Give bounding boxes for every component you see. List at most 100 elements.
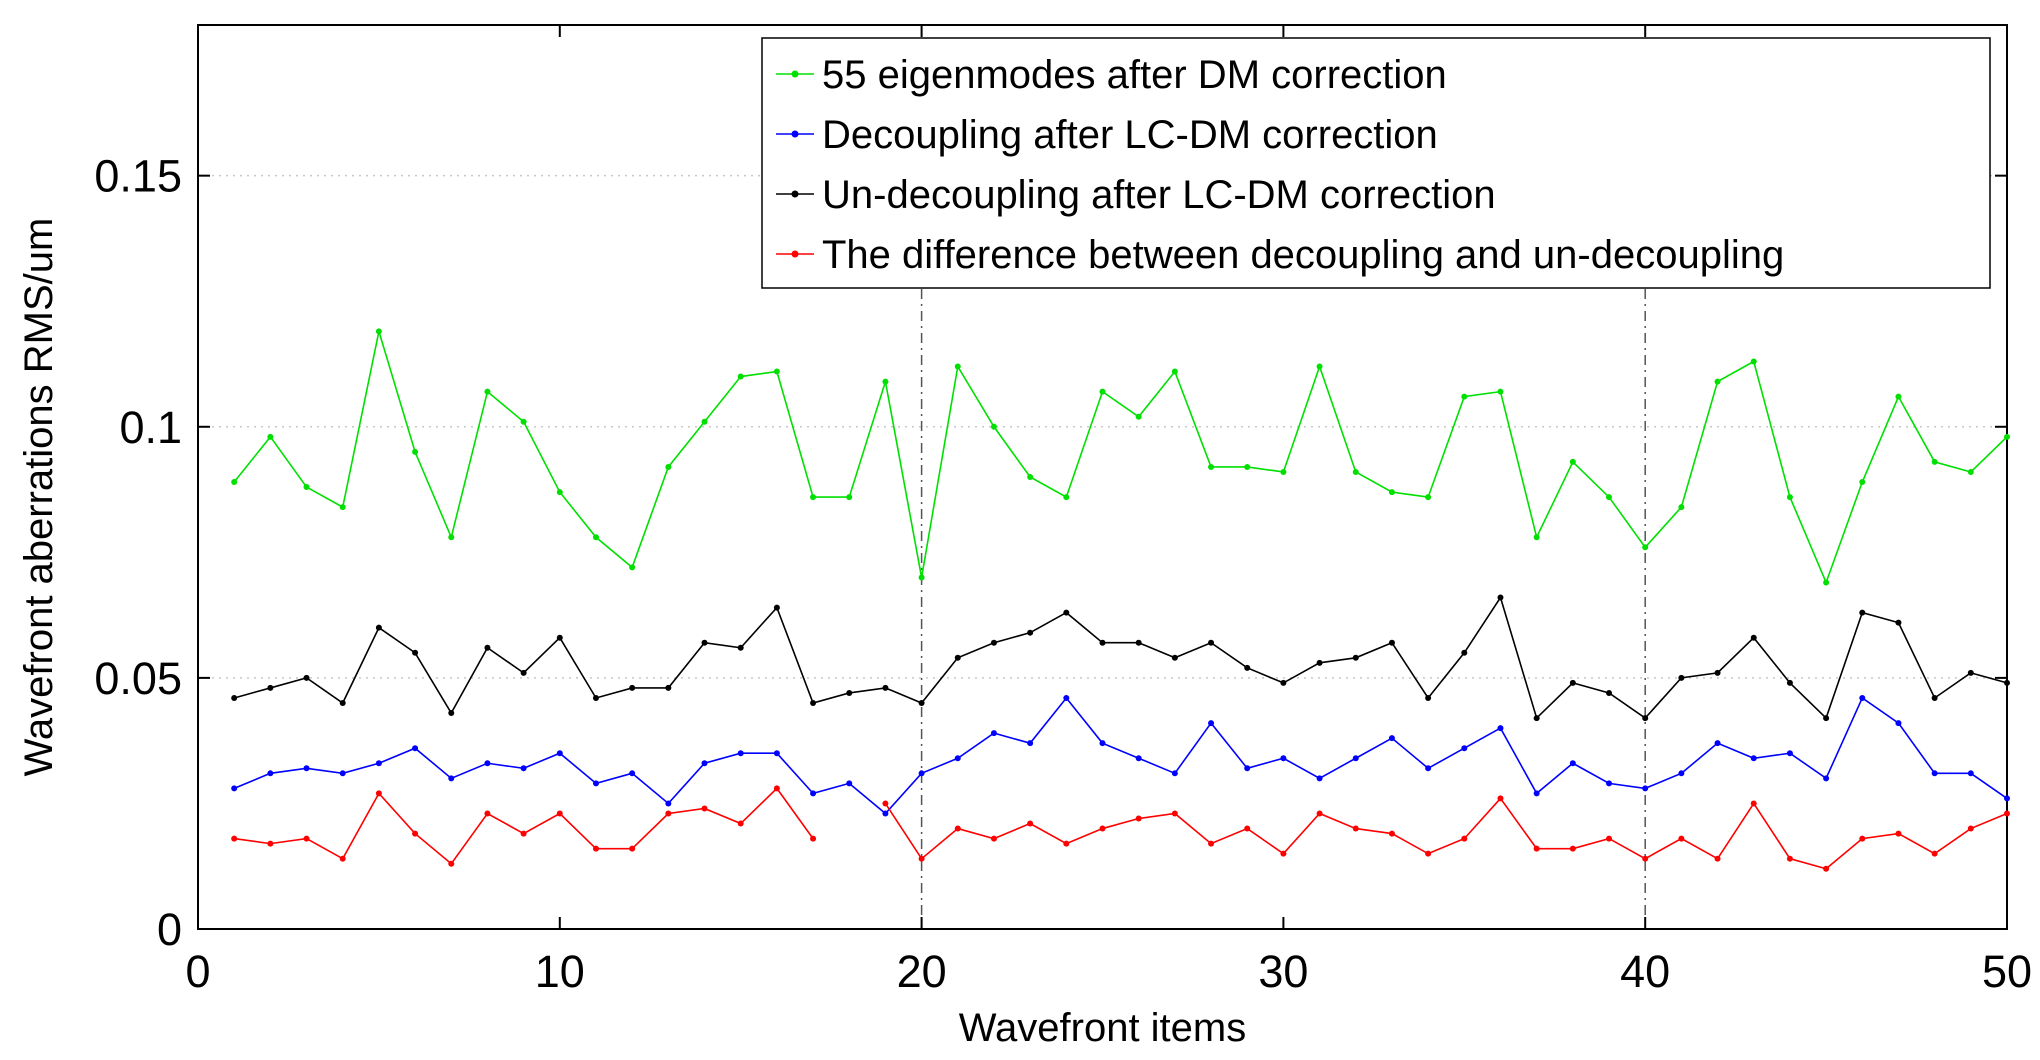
series-3-point-20 (918, 855, 925, 862)
x-tick-label-0: 0 (185, 946, 210, 997)
series-1-point-23 (1027, 740, 1034, 747)
series-1-point-35 (1461, 745, 1468, 752)
series-1-point-40 (1642, 785, 1649, 792)
series-1-point-22 (990, 730, 997, 737)
x-axis-title: Wavefront items (959, 1006, 1246, 1050)
x-tick-label-2: 20 (897, 946, 947, 997)
series-1-point-39 (1606, 780, 1613, 787)
series-0-point-15 (737, 373, 744, 380)
plot-frame (197, 24, 2008, 930)
series-3-point-40 (1642, 855, 1649, 862)
series-3-point-24 (1063, 840, 1070, 847)
legend-label-1: Decoupling after LC-DM correction (822, 113, 1438, 157)
series-3-line-0 (234, 787, 814, 865)
series-0-point-16 (773, 368, 780, 375)
series-1-point-21 (954, 755, 961, 762)
series-0-point-49 (1967, 468, 1974, 475)
series-3-point-48 (1931, 850, 1938, 857)
series-0-point-3 (303, 484, 310, 491)
x-tick-label-5: 50 (1982, 946, 2032, 997)
series-0-point-10 (556, 489, 563, 496)
series-3-point-15 (737, 820, 744, 827)
x-tick-label-1: 10 (535, 946, 585, 997)
series-2-point-5 (375, 624, 382, 631)
series-2-point-6 (412, 649, 419, 656)
series-3-point-44 (1786, 855, 1793, 862)
legend-swatch-marker-1 (791, 130, 799, 138)
series-1-point-30 (1280, 755, 1287, 762)
series-0-point-14 (701, 418, 708, 425)
series-2-point-28 (1208, 639, 1215, 646)
series-2-point-14 (701, 639, 708, 646)
x-tick-label-4: 40 (1620, 946, 1670, 997)
series-2-point-19 (882, 684, 889, 691)
series-2-point-39 (1606, 689, 1613, 696)
series-1-line-0 (233, 696, 2008, 815)
series-1-point-18 (846, 780, 853, 787)
series-1-point-20 (918, 770, 925, 777)
y-tick-label-1: 0.05 (94, 653, 182, 704)
series-3-point-12 (629, 845, 636, 852)
series-3-point-27 (1171, 810, 1178, 817)
series-2-point-45 (1823, 715, 1830, 722)
series-0-point-35 (1461, 393, 1468, 400)
series-3-point-38 (1569, 845, 1576, 852)
series-3-point-21 (954, 825, 961, 832)
series-1-point-32 (1352, 755, 1359, 762)
series-3 (231, 785, 2010, 872)
series-2-point-49 (1967, 669, 1974, 676)
series-0-point-47 (1895, 393, 1902, 400)
series-0-point-42 (1714, 378, 1721, 385)
series-1-point-19 (882, 810, 889, 817)
series-2-point-18 (846, 689, 853, 696)
y-tick-label-2: 0.1 (119, 402, 182, 453)
series-0-point-23 (1027, 474, 1034, 480)
series-2-point-44 (1786, 679, 1793, 686)
series-3-point-28 (1208, 840, 1215, 847)
series-3-point-23 (1027, 820, 1034, 827)
series-0-point-9 (520, 418, 527, 425)
series-1-point-5 (375, 760, 382, 767)
series-2-point-7 (448, 710, 455, 717)
series-3-point-30 (1280, 850, 1287, 857)
series-3-point-36 (1497, 795, 1504, 802)
series-3-point-10 (556, 810, 563, 817)
series-3-point-17 (810, 835, 817, 842)
series-3-point-26 (1135, 815, 1142, 822)
series-3-point-22 (990, 835, 997, 842)
y-tick-label-0: 0 (157, 904, 182, 955)
series-2-point-20 (918, 700, 925, 706)
series-2-point-29 (1244, 664, 1251, 671)
series-2-point-32 (1352, 654, 1359, 661)
series-0-point-21 (954, 363, 961, 370)
series-3-point-31 (1316, 810, 1323, 817)
series-1-point-48 (1931, 770, 1938, 777)
series-0-point-4 (339, 504, 346, 511)
series-1-point-28 (1208, 720, 1215, 727)
series-0-point-48 (1931, 458, 1938, 465)
series-2-point-48 (1931, 694, 1938, 701)
series-3-point-9 (520, 830, 527, 837)
series-2-point-12 (629, 684, 636, 691)
series-3-point-6 (412, 830, 419, 837)
series-1-point-45 (1823, 775, 1830, 782)
series-1-point-38 (1569, 760, 1576, 767)
series-3-point-13 (665, 810, 672, 817)
series-0-point-32 (1352, 468, 1359, 475)
series-0-point-5 (375, 328, 382, 335)
legend: 55 eigenmodes after DM correction Decoupl… (761, 37, 1991, 289)
series-0-point-44 (1786, 494, 1793, 501)
series-1-point-8 (484, 760, 491, 767)
series-1-point-31 (1316, 775, 1323, 782)
series-0-point-50 (2004, 433, 2010, 440)
reference-lines (920, 25, 1646, 929)
series-1-point-49 (1967, 770, 1974, 777)
series-3-point-3 (303, 835, 310, 842)
series-3-point-47 (1895, 830, 1902, 837)
series-1-point-15 (737, 750, 744, 757)
series-3-point-32 (1352, 825, 1359, 832)
series-0-point-6 (412, 448, 419, 455)
series-0-point-11 (592, 534, 599, 541)
legend-label-3: The difference between decoupling and un… (822, 233, 1784, 277)
series-1-point-50 (2004, 795, 2010, 802)
